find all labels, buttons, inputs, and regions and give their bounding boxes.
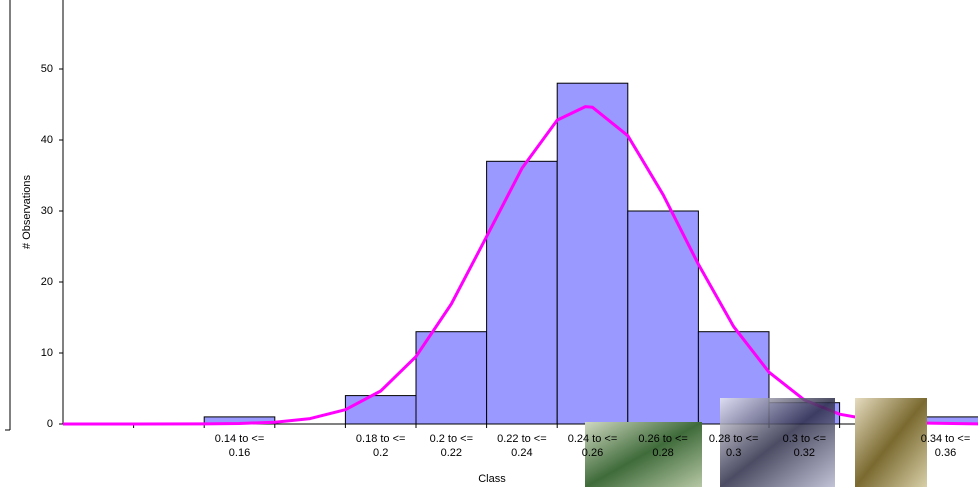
x-tick-label: 0.28 to <= 0.3 bbox=[708, 433, 759, 459]
y-tick-label: 10 bbox=[41, 347, 53, 359]
x-tick-label: 0.26 to <= 0.28 bbox=[638, 433, 688, 459]
x-tick-label: 0.34 to <= 0.36 bbox=[920, 433, 971, 459]
photo bbox=[720, 398, 835, 487]
bar bbox=[486, 160, 558, 425]
bar bbox=[344, 395, 417, 425]
x-tick-label: 0.3 to <= 0.32 bbox=[782, 433, 827, 459]
y-tick-label: 50 bbox=[41, 63, 53, 75]
x-tick-label: 0.22 to <= 0.24 bbox=[497, 433, 547, 459]
x-tick-label: 0.18 to <= 0.2 bbox=[355, 433, 406, 459]
bar bbox=[415, 331, 488, 425]
bar bbox=[556, 82, 629, 425]
photo-overlay bbox=[585, 398, 927, 487]
x-tick-label: 0.14 to <= 0.16 bbox=[214, 433, 265, 459]
x-tick-label: 0.2 to <= 0.22 bbox=[429, 433, 474, 459]
x-axis-title: Class bbox=[478, 473, 506, 485]
x-tick-label: 0.24 to <= 0.26 bbox=[567, 433, 618, 459]
y-tick-label: 30 bbox=[41, 205, 53, 217]
y-tick-label: 0 bbox=[47, 418, 53, 430]
photo bbox=[585, 422, 702, 487]
y-tick-label: 20 bbox=[41, 276, 53, 288]
photo bbox=[855, 398, 927, 487]
y-tick-label: 40 bbox=[41, 134, 53, 146]
y-axis-title: # Observations bbox=[21, 175, 33, 249]
